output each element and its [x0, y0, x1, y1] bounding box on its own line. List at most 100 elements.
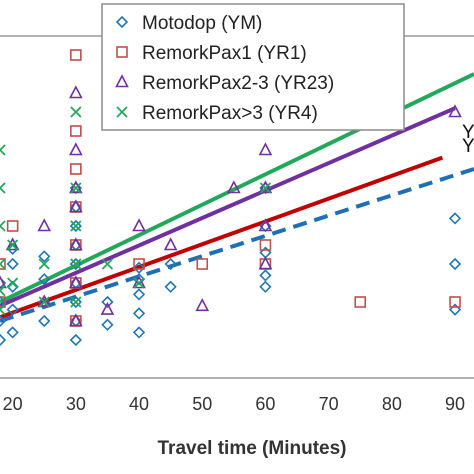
data-point-triangle-0	[0, 275, 7, 289]
data-point-diamond-24	[132, 326, 146, 339]
data-point-diamond-19	[69, 219, 82, 233]
data-point-triangle-20	[258, 142, 273, 156]
data-point-x-5	[0, 144, 6, 156]
data-point-x-15	[101, 258, 114, 270]
data-point-x-0	[0, 303, 6, 316]
data-point-diamond-9	[38, 314, 51, 328]
data-point-x-6	[7, 277, 19, 289]
data-point-triangle-15	[195, 298, 210, 312]
data-point-square-2	[6, 220, 19, 232]
data-point-diamond-26	[132, 288, 146, 301]
data-point-square-1	[0, 258, 6, 270]
data-point-diamond-22	[101, 318, 114, 331]
data-point-x-1	[0, 284, 6, 297]
data-point-diamond-33	[259, 246, 272, 259]
data-point-triangle-6	[69, 237, 83, 251]
data-point-diamond-32	[259, 269, 272, 282]
data-point-x-8	[38, 296, 50, 308]
data-point-square-13	[259, 239, 272, 251]
data-point-x-10	[70, 296, 82, 308]
data-point-triangle-9	[69, 142, 83, 156]
legend: Motodop (YM) RemorkPax1 (YR1) RemorkPax2-3…	[101, 3, 405, 131]
data-point-triangle-5	[69, 275, 83, 289]
data-point-diamond-3	[0, 276, 7, 290]
legend-label-2: RemorkPax1 (YR1)	[142, 43, 307, 64]
data-point-triangle-19	[258, 180, 273, 194]
legend-label-3: RemorkPax2-3 (YR23)	[142, 73, 334, 94]
data-point-x-14	[70, 106, 82, 118]
data-point-triangle-17	[258, 256, 273, 270]
data-point-triangle-13	[132, 218, 146, 232]
data-point-x-16	[133, 277, 145, 289]
data-point-diamond-7	[6, 257, 19, 271]
series-4-points	[0, 106, 272, 316]
data-point-diamond-38	[448, 212, 462, 225]
data-point-diamond-5	[6, 303, 19, 316]
data-point-diamond-29	[164, 280, 177, 293]
data-point-diamond-legend	[115, 15, 129, 29]
data-point-x-legend	[116, 106, 128, 118]
data-point-diamond-30	[164, 257, 177, 271]
trendline-label-2: Y	[462, 136, 474, 157]
x-axis-label: Travel time (Minutes)	[158, 438, 347, 459]
trendline-4	[0, 167, 474, 323]
x-tick-label-20: 20	[3, 394, 23, 414]
data-point-triangle-10	[69, 85, 83, 99]
legend-label-4: RemorkPax>3 (YR4)	[142, 103, 318, 124]
data-point-triangle-8	[69, 180, 83, 194]
data-point-x-4	[0, 182, 6, 194]
x-tick-label-30: 30	[66, 394, 86, 414]
x-axis-ticks: 20 30 40 50 60 70 80 90	[3, 394, 465, 414]
data-point-x-12	[70, 220, 82, 232]
x-tick-label-60: 60	[255, 394, 275, 414]
data-point-square-legend	[116, 46, 128, 58]
data-point-x-2	[0, 258, 6, 270]
data-point-diamond-0	[0, 333, 7, 347]
data-point-square-8	[70, 125, 82, 137]
data-point-x-11	[70, 258, 82, 270]
data-point-diamond-23	[101, 295, 114, 309]
data-point-square-11	[196, 258, 209, 270]
data-point-triangle-18	[258, 218, 273, 232]
data-point-diamond-13	[69, 333, 82, 347]
data-point-x-19	[259, 182, 272, 194]
trendline-label-1: Y	[462, 122, 474, 143]
data-point-triangle-14	[163, 237, 178, 251]
legend-label-1: Motodop (YM)	[142, 13, 262, 34]
data-point-square-9	[70, 49, 82, 61]
legend-entry-2: RemorkPax1 (YR1)	[116, 43, 307, 64]
trendline-2	[0, 106, 456, 308]
legend-entry-3: RemorkPax2-3 (YR23)	[115, 73, 334, 94]
data-point-triangle-11	[100, 301, 115, 315]
data-point-diamond-12	[38, 250, 51, 263]
data-point-triangle-3	[37, 218, 52, 232]
data-point-triangle-12	[132, 275, 146, 289]
data-point-x-3	[0, 220, 6, 232]
trendline-labels: YY	[462, 122, 474, 157]
data-point-triangle-16	[227, 180, 241, 194]
data-point-diamond-17	[69, 257, 82, 271]
data-point-triangle-22	[448, 104, 462, 118]
data-point-square-0	[0, 296, 6, 308]
legend-box	[101, 3, 405, 131]
x-tick-label-90: 90	[445, 394, 465, 414]
data-point-diamond-2	[0, 295, 7, 309]
data-point-square-7	[70, 163, 82, 175]
legend-entry-1: Motodop (YM)	[115, 13, 262, 34]
data-point-triangle-4	[69, 313, 83, 327]
data-point-diamond-4	[6, 326, 19, 339]
data-point-triangle-2	[37, 294, 52, 308]
data-point-diamond-36	[448, 303, 462, 316]
x-tick-label-70: 70	[319, 394, 339, 414]
trendline-3	[0, 155, 444, 320]
data-point-square-15	[354, 296, 367, 308]
data-point-x-7	[7, 239, 19, 251]
data-point-diamond-31	[259, 280, 272, 293]
data-point-diamond-37	[448, 257, 462, 271]
data-point-x-9	[38, 258, 50, 270]
data-point-x-13	[70, 182, 82, 194]
data-point-square-10	[133, 258, 145, 270]
data-point-triangle-7	[69, 199, 83, 213]
data-point-diamond-15	[69, 295, 82, 309]
